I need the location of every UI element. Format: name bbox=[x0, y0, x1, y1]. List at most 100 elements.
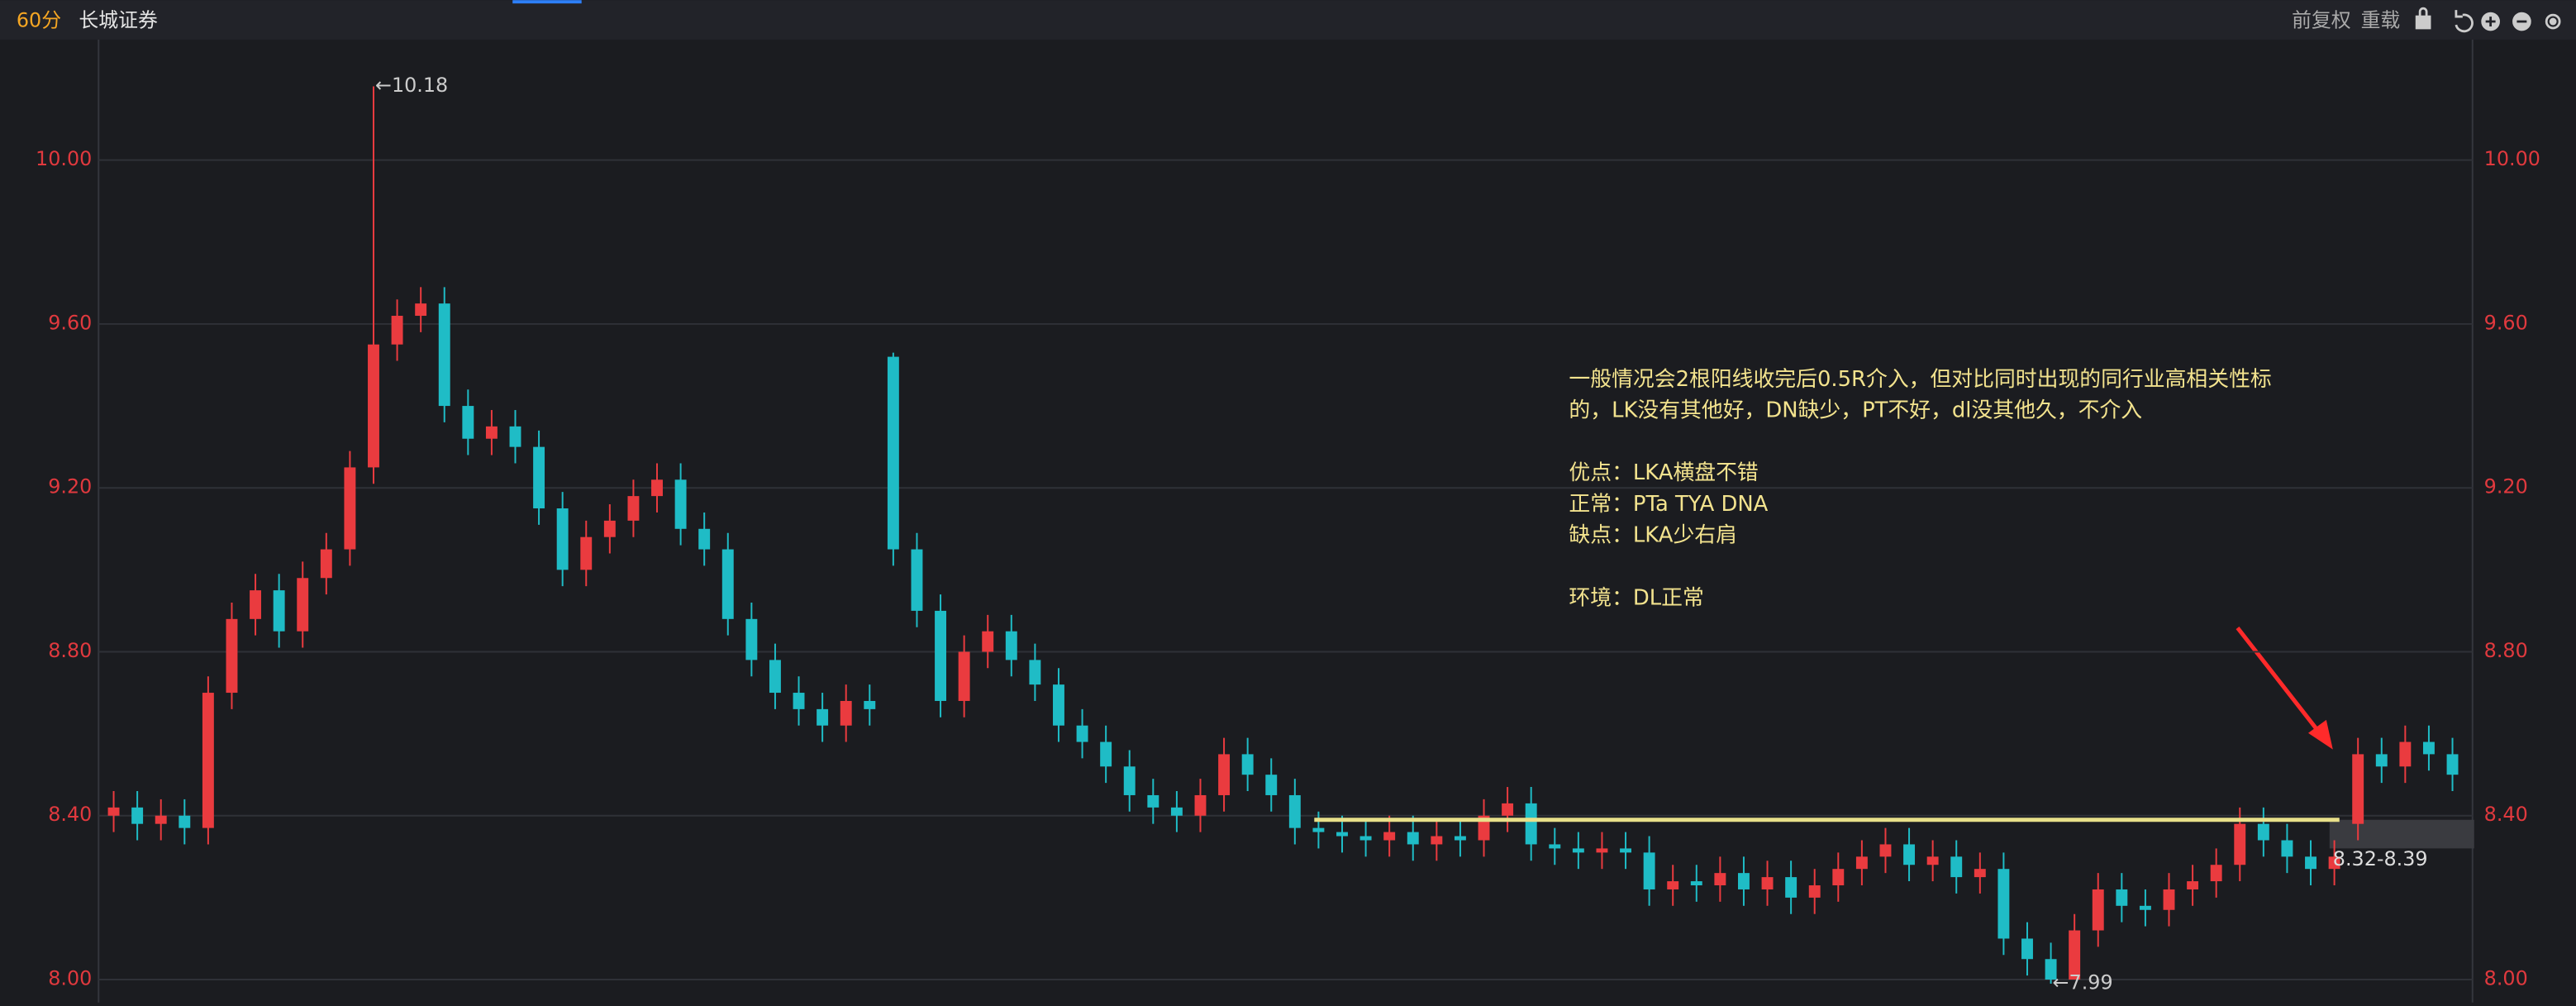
candle-body bbox=[745, 618, 758, 660]
candle-body bbox=[2328, 856, 2340, 870]
candle-body bbox=[1359, 836, 1372, 841]
candle-body bbox=[462, 406, 474, 439]
candle-body bbox=[2116, 889, 2128, 906]
candle-body bbox=[911, 549, 923, 611]
candle-body bbox=[1454, 836, 1466, 841]
candle-body bbox=[2187, 881, 2199, 889]
candle-body bbox=[1690, 881, 1702, 886]
candle-body bbox=[651, 479, 663, 497]
candle-body bbox=[769, 660, 781, 694]
candle-body bbox=[2021, 938, 2033, 960]
y-tick-label: 9.60 bbox=[2484, 311, 2528, 334]
note: 一般情况会2根阳线收完后0.5R介入，但对比同时出现的同行业高相关性标的，LK没… bbox=[1569, 367, 2271, 610]
candle-body bbox=[817, 708, 829, 726]
candle-body bbox=[1785, 877, 1797, 898]
candle-body bbox=[485, 426, 498, 439]
y-tick-label: 9.20 bbox=[2484, 475, 2528, 498]
candle-body bbox=[2045, 959, 2057, 980]
candle-body bbox=[698, 528, 711, 550]
candle-body bbox=[1336, 832, 1348, 837]
candle-body bbox=[509, 426, 521, 447]
candle-body bbox=[1549, 844, 1561, 849]
candle-body bbox=[2446, 754, 2459, 775]
candle-body bbox=[1241, 754, 1254, 775]
candle-body bbox=[250, 590, 262, 619]
action[interactable]: 前复权 bbox=[2292, 9, 2351, 32]
support-label: 8.32-8.39 bbox=[2333, 847, 2428, 870]
candle-body bbox=[556, 508, 569, 570]
y-tick-label: 9.60 bbox=[48, 311, 92, 334]
candle-body bbox=[2234, 823, 2246, 865]
candle-body bbox=[2352, 754, 2364, 824]
candle-body bbox=[580, 536, 593, 570]
candle-body bbox=[1738, 873, 1750, 889]
candle-body bbox=[2422, 741, 2435, 755]
candle-body bbox=[1525, 803, 1537, 845]
candle-body bbox=[155, 815, 167, 824]
y-tick-label: 10.00 bbox=[2484, 147, 2540, 170]
note-line: 一般情况会2根阳线收完后0.5R介入，但对比同时出现的同行业高相关性标 bbox=[1569, 367, 2271, 392]
candle-body bbox=[1005, 631, 1017, 660]
candle-body bbox=[1620, 848, 1631, 853]
candle-body bbox=[864, 700, 876, 709]
candle-body bbox=[2210, 865, 2222, 882]
candle-body bbox=[1053, 684, 1064, 726]
candle-body bbox=[2069, 930, 2081, 980]
candle-body bbox=[1596, 848, 1608, 853]
candle-body bbox=[674, 479, 687, 529]
candle-body bbox=[1761, 877, 1774, 889]
candle-body bbox=[2257, 823, 2269, 841]
candle-body bbox=[1714, 873, 1726, 886]
low-label: ←7.99 bbox=[2053, 970, 2113, 994]
period[interactable]: 60分 bbox=[17, 9, 61, 32]
candle-body bbox=[1029, 660, 1041, 685]
candle-body bbox=[793, 693, 805, 709]
candle-body bbox=[415, 303, 427, 317]
action[interactable]: 重载 bbox=[2361, 9, 2401, 32]
candle-body bbox=[533, 446, 545, 508]
candle-body bbox=[344, 467, 356, 550]
y-tick-label: 8.80 bbox=[2484, 639, 2528, 662]
candle-body bbox=[131, 807, 144, 824]
candle-body bbox=[1997, 869, 2010, 939]
y-tick-label: 8.40 bbox=[48, 803, 92, 826]
candle-body bbox=[179, 815, 191, 828]
y-tick-label: 9.20 bbox=[48, 475, 92, 498]
candle-body bbox=[1879, 844, 1892, 857]
toolbar bbox=[0, 0, 2576, 40]
candle-body bbox=[1643, 852, 1655, 889]
note-line: 环境：DL正常 bbox=[1569, 585, 1703, 610]
candle-body bbox=[202, 693, 214, 828]
candle-body bbox=[1147, 794, 1159, 808]
candle-body bbox=[1265, 775, 1278, 795]
candle-body bbox=[887, 356, 899, 550]
candle-body bbox=[603, 520, 616, 537]
y-tick-label: 10.00 bbox=[36, 147, 92, 170]
candle-body bbox=[627, 496, 640, 521]
y-tick-label: 8.00 bbox=[2484, 967, 2528, 990]
candle-body bbox=[1974, 869, 1986, 878]
note-line: 优点：LKA横盘不错 bbox=[1569, 460, 1758, 485]
candle-body bbox=[1431, 836, 1443, 845]
candle-body bbox=[1076, 725, 1088, 742]
candle-body bbox=[297, 578, 309, 632]
candle-body bbox=[1383, 832, 1396, 841]
candle-body bbox=[438, 303, 450, 407]
toolbar-icons[interactable] bbox=[2415, 7, 2561, 33]
candle-body bbox=[2092, 889, 2104, 931]
candle-body bbox=[840, 700, 852, 726]
candle-body bbox=[958, 651, 970, 701]
candle-body bbox=[368, 344, 379, 468]
stock-name: 长城证券 bbox=[79, 9, 158, 32]
note-line: 正常：PTa TYA DNA bbox=[1569, 492, 1768, 517]
candle-body bbox=[2163, 889, 2175, 910]
candle-body bbox=[2375, 754, 2388, 767]
candle-body bbox=[1502, 803, 1514, 816]
candle-body bbox=[1288, 794, 1301, 828]
candle-body bbox=[1926, 856, 1939, 865]
candle-body bbox=[1667, 881, 1679, 889]
candle-body bbox=[2281, 840, 2293, 857]
y-tick-label: 8.80 bbox=[48, 639, 92, 662]
